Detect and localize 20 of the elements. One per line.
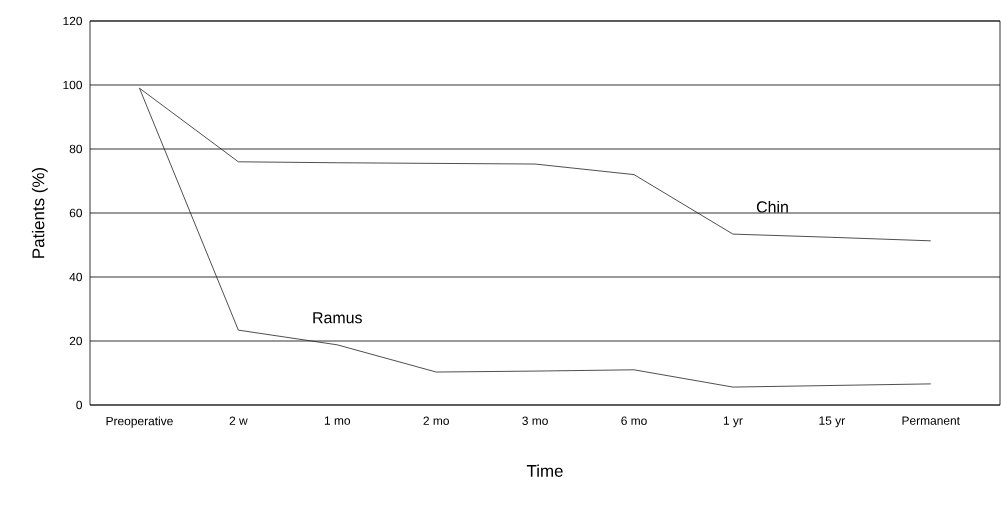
x-tick-label: 1 mo	[324, 416, 351, 425]
y-axis-title: Patients (%)	[31, 167, 48, 258]
y-tick-label: 0	[76, 400, 83, 410]
x-tick-label: Permanent	[902, 416, 960, 425]
x-tick-label: 6 mo	[621, 416, 647, 425]
x-tick-label: 2 w	[229, 416, 248, 425]
x-tick-label: 1 yr	[723, 416, 743, 428]
x-tick-label: 3 mo	[522, 416, 548, 425]
x-axis-title: Time	[526, 464, 563, 477]
series-label: Ramus	[313, 312, 362, 324]
y-tick-label: 100	[63, 80, 83, 90]
x-tick-label: 15 yr	[819, 416, 845, 428]
y-tick-label: 60	[69, 208, 83, 218]
y-tick-label: 80	[69, 144, 83, 154]
x-tick-label: Preoperative	[106, 416, 173, 428]
y-tick-label: 20	[69, 336, 83, 346]
y-tick-label: 40	[69, 272, 83, 282]
x-tick-label: 2 mo	[423, 416, 449, 425]
y-tick-label: 120	[63, 16, 83, 26]
series-label: Chin	[756, 200, 788, 213]
